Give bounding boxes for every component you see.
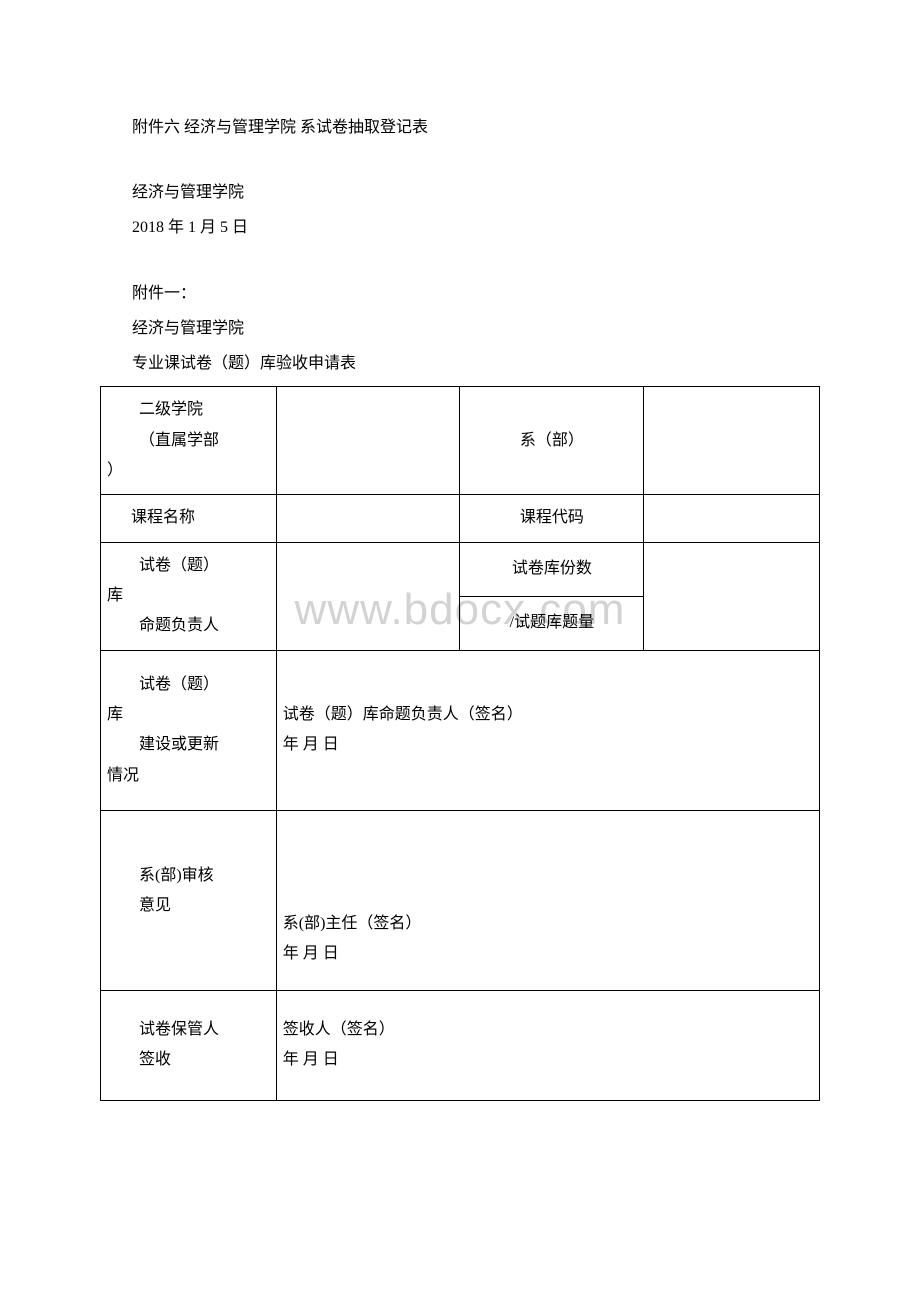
date-text: 2018 年 1 月 5 日 xyxy=(100,210,820,245)
college-repeat: 经济与管理学院 xyxy=(100,311,820,346)
college-name: 经济与管理学院 xyxy=(100,175,820,210)
label-text: 系(部)审核 xyxy=(107,861,270,891)
label-text: （直属学部 xyxy=(107,426,270,456)
spacer xyxy=(100,145,820,175)
cell-count-label-1: 试卷库份数 xyxy=(460,542,644,596)
cell-count-label-2: /试题库题量 xyxy=(460,596,644,650)
label-text: 命题负责人 xyxy=(107,611,270,641)
attachment-header: 附件六 经济与管理学院 系试卷抽取登记表 xyxy=(100,110,820,145)
sign-text: 系(部)主任（签名） xyxy=(283,909,813,939)
label-text: 签收 xyxy=(107,1045,270,1075)
cell-college-value xyxy=(276,387,460,495)
label-text: 情况 xyxy=(107,761,270,791)
date-placeholder: 年 月 日 xyxy=(283,730,813,760)
cell-course-name-label: 课程名称 xyxy=(101,495,277,542)
date-placeholder: 年 月 日 xyxy=(283,939,813,969)
label-text: 试卷（题） xyxy=(107,670,270,700)
table-row: 课程名称 课程代码 xyxy=(101,495,820,542)
date-placeholder: 年 月 日 xyxy=(283,1045,813,1075)
form-title: 专业课试卷（题）库验收申请表 xyxy=(100,346,820,381)
spacer xyxy=(100,246,820,276)
cell-dept-label: 系（部） xyxy=(460,387,644,495)
label-text: 试卷保管人 xyxy=(107,1015,270,1045)
label-text: 试卷（题） xyxy=(107,551,270,581)
table-row: 系(部)审核 意见 系(部)主任（签名） 年 月 日 xyxy=(101,810,820,990)
cell-build-update-value: 试卷（题）库命题负责人（签名） 年 月 日 xyxy=(276,650,819,810)
cell-course-name-value xyxy=(276,495,460,542)
table-row: 试卷（题） 库 建设或更新 情况 试卷（题）库命题负责人（签名） 年 月 日 xyxy=(101,650,820,810)
cell-count-value xyxy=(644,542,820,650)
cell-custodian-label: 试卷保管人 签收 xyxy=(101,990,277,1100)
cell-course-code-label: 课程代码 xyxy=(460,495,644,542)
table-row: 试卷保管人 签收 签收人（签名） 年 月 日 xyxy=(101,990,820,1100)
cell-responsible-value xyxy=(276,542,460,650)
cell-college-label: 二级学院 （直属学部 ） xyxy=(101,387,277,495)
cell-dept-value xyxy=(644,387,820,495)
label-text: ） xyxy=(107,456,270,486)
label-text: 建设或更新 xyxy=(107,730,270,760)
attachment-one: 附件一： xyxy=(100,276,820,311)
cell-responsible-label: 试卷（题） 库 命题负责人 xyxy=(101,542,277,650)
label-text: 库 xyxy=(107,700,270,730)
cell-course-code-value xyxy=(644,495,820,542)
label-text: 意见 xyxy=(107,891,270,921)
label-text: 二级学院 xyxy=(107,395,270,425)
label-text: 库 xyxy=(107,581,270,611)
cell-review-label: 系(部)审核 意见 xyxy=(101,810,277,990)
application-form-table: 二级学院 （直属学部 ） 系（部） 课程名称 课程代码 试卷（题） 库 命题负责… xyxy=(100,386,820,1101)
cell-review-value: 系(部)主任（签名） 年 月 日 xyxy=(276,810,819,990)
cell-build-update-label: 试卷（题） 库 建设或更新 情况 xyxy=(101,650,277,810)
sign-text: 试卷（题）库命题负责人（签名） xyxy=(283,700,813,730)
cell-custodian-value: 签收人（签名） 年 月 日 xyxy=(276,990,819,1100)
sign-text: 签收人（签名） xyxy=(283,1015,813,1045)
table-row: 试卷（题） 库 命题负责人 试卷库份数 xyxy=(101,542,820,596)
table-row: 二级学院 （直属学部 ） 系（部） xyxy=(101,387,820,495)
